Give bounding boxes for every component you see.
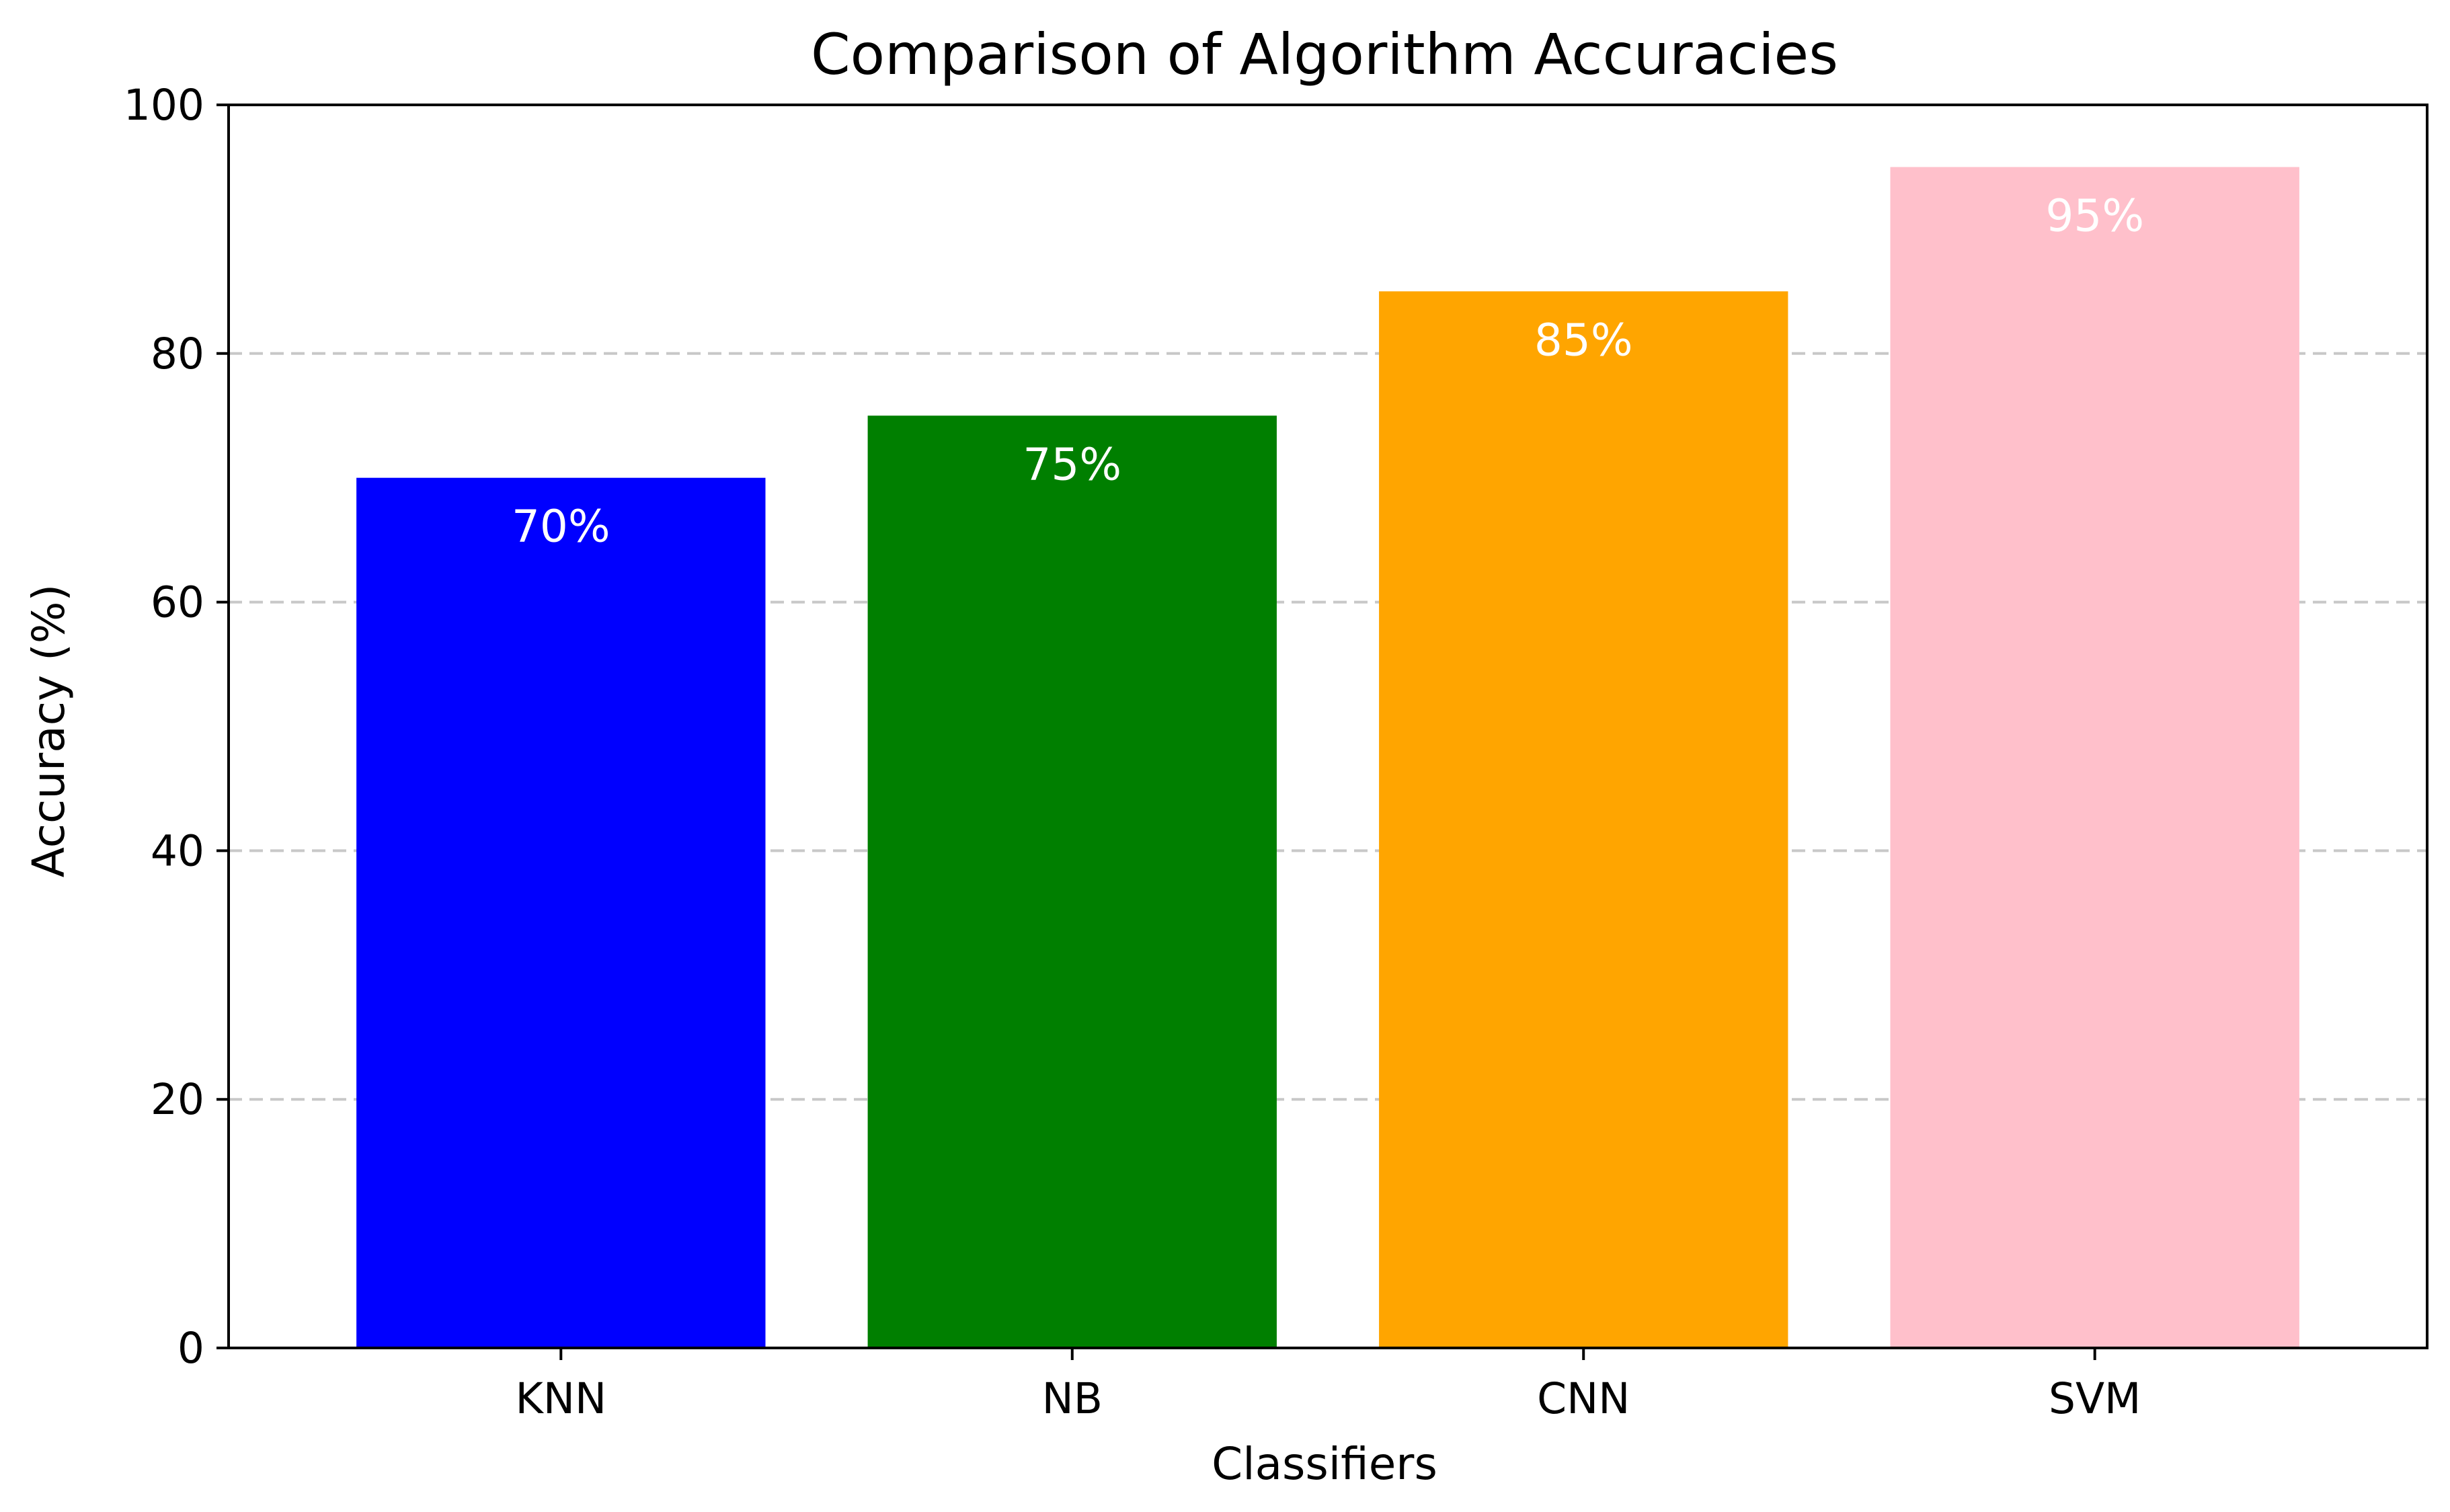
y-axis-label: Accuracy (%)	[23, 584, 75, 878]
bar-knn	[356, 477, 766, 1349]
y-tick-label-80: 80	[151, 329, 204, 379]
x-tick-label-svm: SVM	[2049, 1374, 2141, 1423]
chart-title: Comparison of Algorithm Accuracies	[811, 22, 1838, 87]
x-axis-ticks: KNN NB CNN SVM	[516, 1348, 2141, 1423]
bar-nb	[867, 415, 1277, 1348]
y-tick-label-40: 40	[151, 826, 204, 875]
x-tick-label-cnn: CNN	[1537, 1374, 1630, 1423]
y-tick-label-100: 100	[124, 81, 204, 130]
bar-cnn	[1379, 291, 1788, 1349]
y-tick-label-20: 20	[151, 1075, 204, 1124]
x-tick-label-knn: KNN	[516, 1374, 607, 1423]
x-tick-label-nb: NB	[1042, 1374, 1103, 1423]
bar-value-labels: 70% 75% 85% 95%	[512, 190, 2144, 552]
x-axis-label: Classifiers	[1212, 1438, 1437, 1490]
y-tick-label-60: 60	[151, 578, 204, 627]
bar-label-nb: 75%	[1023, 438, 1121, 490]
bar-label-cnn: 85%	[1534, 314, 1633, 366]
bar-label-knn: 70%	[512, 501, 610, 553]
y-tick-label-0: 0	[177, 1324, 204, 1373]
bars	[356, 167, 2299, 1349]
bar-svm	[1890, 167, 2299, 1349]
plot-area-frame	[227, 104, 2428, 1349]
bar-label-svm: 95%	[2045, 190, 2144, 241]
y-axis-ticks: 0 20 40 60 80 100	[124, 81, 229, 1373]
